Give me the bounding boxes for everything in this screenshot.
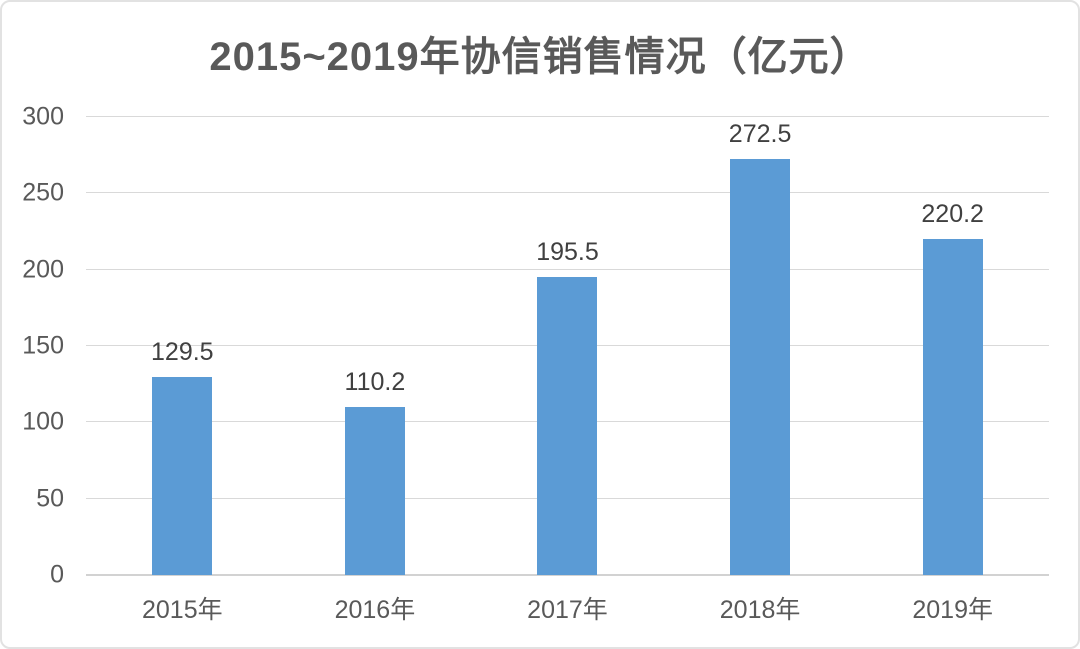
bar-2019年 bbox=[922, 238, 983, 575]
y-tick-label: 300 bbox=[22, 102, 64, 131]
y-tick-label: 200 bbox=[22, 255, 64, 284]
bars-row: 129.5 110.2 195.5 272.5 220.2 bbox=[86, 117, 1049, 575]
y-tick-label: 250 bbox=[22, 178, 64, 207]
chart-title: 2015~2019年协信销售情况（亿元） bbox=[209, 35, 871, 79]
x-tick-label: 2018年 bbox=[719, 596, 801, 624]
y-tick-label: 150 bbox=[22, 331, 64, 360]
bar-slot: 195.5 bbox=[471, 117, 664, 575]
x-tick-label: 2015年 bbox=[141, 596, 223, 624]
y-tick-label: 100 bbox=[22, 407, 64, 436]
x-axis-line bbox=[86, 574, 1049, 576]
y-axis: 0 50 100 150 200 250 300 bbox=[2, 104, 68, 587]
bar-2016年 bbox=[344, 406, 405, 575]
x-tick-label: 2016年 bbox=[334, 596, 416, 624]
plot-area: 129.5 110.2 195.5 272.5 220.2 bbox=[86, 116, 1049, 576]
bar-value-label: 272.5 bbox=[728, 119, 792, 148]
gridline bbox=[86, 192, 1049, 194]
bar-value-label: 129.5 bbox=[151, 338, 214, 367]
bar-slot: 110.2 bbox=[279, 117, 472, 575]
x-tick-label: 2019年 bbox=[912, 596, 993, 624]
bar-slot: 220.2 bbox=[856, 117, 1049, 575]
bar-slot: 129.5 bbox=[86, 117, 279, 575]
x-axis: 2015年 2016年 2017年 2018年 2019年 bbox=[86, 590, 1049, 626]
bar-value-label: 195.5 bbox=[536, 237, 599, 266]
bar-value-label: 110.2 bbox=[344, 367, 406, 396]
x-tick-label: 2017年 bbox=[527, 596, 608, 624]
bar-2015年 bbox=[152, 377, 213, 575]
gridline bbox=[86, 116, 1049, 117]
gridline bbox=[86, 268, 1049, 270]
y-tick-label: 50 bbox=[36, 484, 64, 513]
bar-value-label: 220.2 bbox=[921, 199, 984, 228]
y-tick-label: 0 bbox=[50, 560, 64, 589]
bar-2018年 bbox=[730, 158, 791, 575]
bar-2017年 bbox=[537, 276, 598, 575]
bar-slot: 272.5 bbox=[664, 117, 857, 575]
